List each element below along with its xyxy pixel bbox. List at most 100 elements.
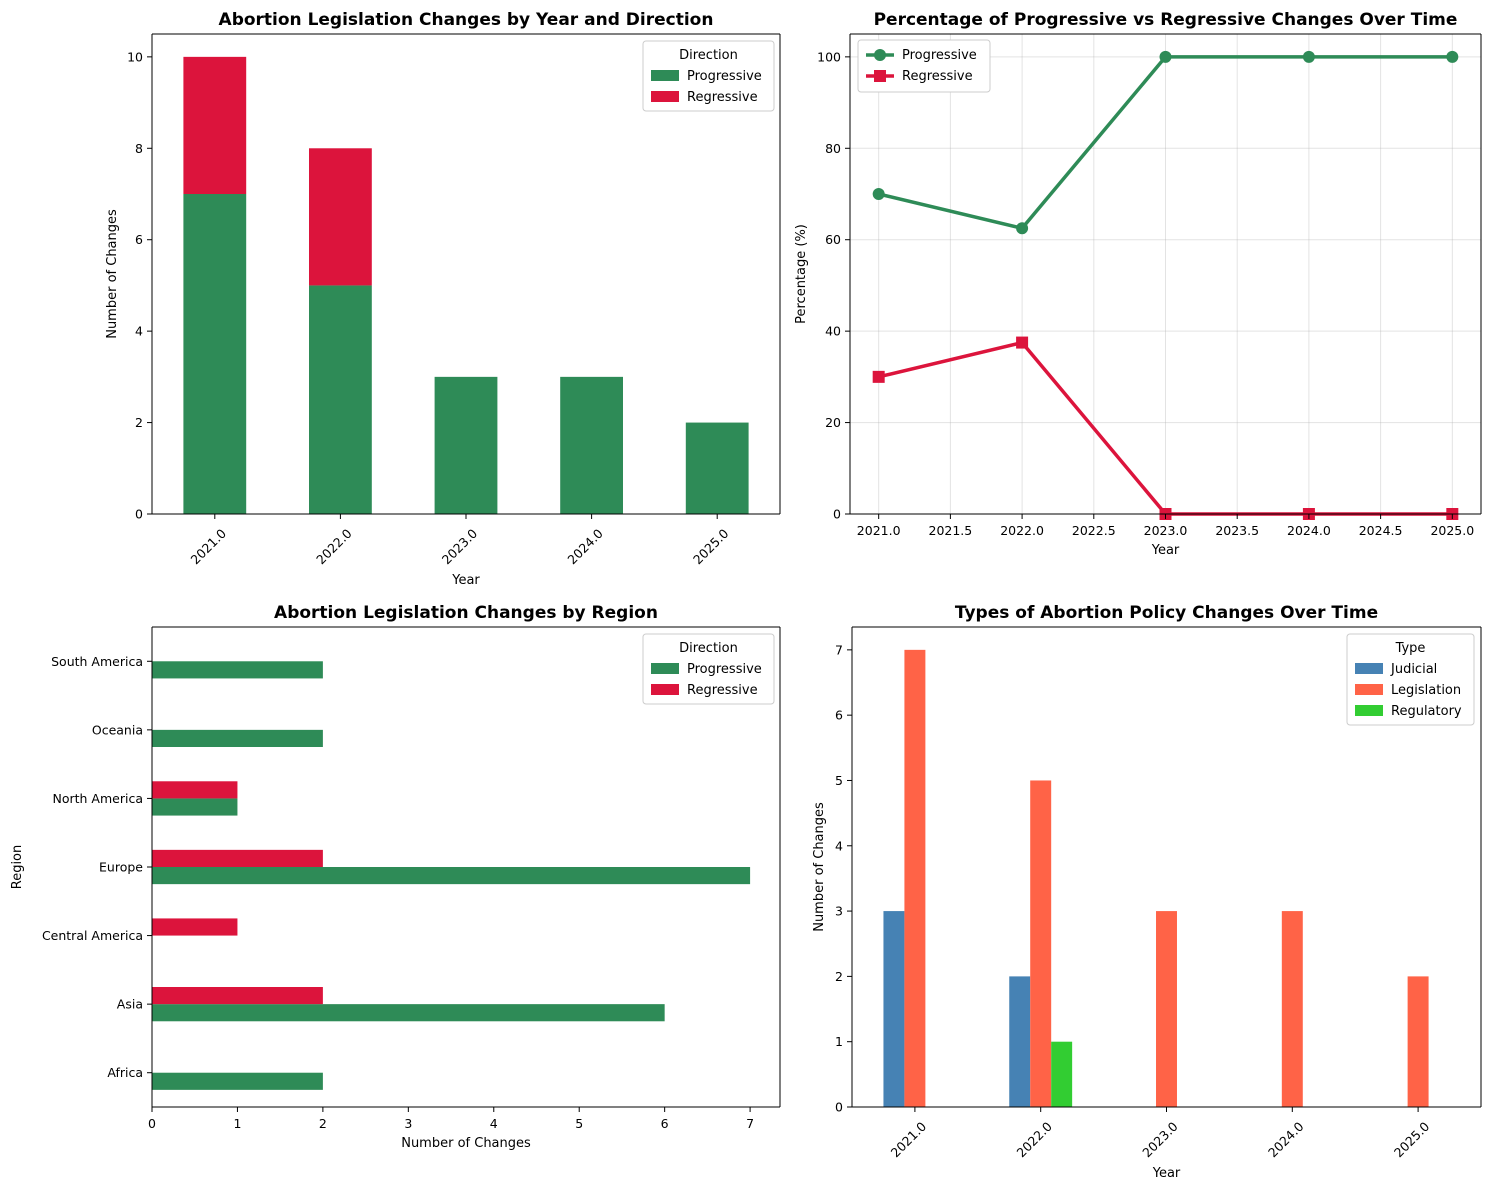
legend-title: Type bbox=[1395, 641, 1426, 656]
x-tick-label: 2021.0 bbox=[888, 1119, 930, 1161]
bar-legislation-2023.0 bbox=[1156, 911, 1177, 1107]
legend-label-progressive: Progressive bbox=[902, 48, 977, 63]
bar-judicial-2021.0 bbox=[883, 911, 905, 1107]
x-tick-label: 2025.0 bbox=[1430, 523, 1474, 538]
y-tick-label: North America bbox=[53, 791, 144, 806]
y-tick-label: 1 bbox=[835, 1034, 843, 1049]
y-tick-label: 40 bbox=[825, 324, 841, 339]
y-axis-label: Number of Changes bbox=[812, 802, 827, 932]
chart-year-direction: 0 2 4 6 8 10 2021.0 2022.0 2023.0 2024.0 2025.0 Abo… bbox=[105, 10, 781, 588]
chart-title: Abortion Legislation Changes by Year and… bbox=[219, 10, 714, 30]
x-tick-label: 2021.0 bbox=[188, 526, 230, 568]
point-regressive-2022 bbox=[1016, 336, 1029, 349]
x-tick-label: 2022.0 bbox=[1013, 1119, 1055, 1161]
y-tick-label: 60 bbox=[825, 232, 841, 247]
legend-swatch-regulatory bbox=[1355, 705, 1383, 716]
x-axis-label: Year bbox=[1152, 1166, 1181, 1181]
y-tick-label: Oceania bbox=[92, 722, 143, 737]
y-tick-label: 2 bbox=[835, 969, 843, 984]
chart-title: Percentage of Progressive vs Regressive … bbox=[874, 10, 1458, 30]
x-tick-label: 7 bbox=[746, 1116, 754, 1131]
bar-progressive-africa bbox=[152, 1072, 323, 1090]
x-tick-label: 2021.5 bbox=[929, 523, 973, 538]
legend-title: Direction bbox=[679, 641, 738, 656]
chart-title: Types of Abortion Policy Changes Over Ti… bbox=[955, 603, 1378, 623]
bar-regressive-2022.0 bbox=[309, 148, 372, 286]
bar-progressive-oceania bbox=[152, 729, 323, 747]
legend-label-regulatory: Regulatory bbox=[1391, 704, 1462, 719]
point-progressive-2024 bbox=[1302, 50, 1315, 63]
point-progressive-2021 bbox=[872, 188, 885, 200]
x-tick-label: 5 bbox=[575, 1116, 583, 1131]
legend-label-judicial: Judicial bbox=[1390, 662, 1437, 677]
legend-swatch-regressive bbox=[651, 91, 679, 102]
x-tick-label: 0 bbox=[148, 1116, 156, 1131]
x-tick-label: 2023.0 bbox=[439, 526, 481, 568]
x-tick-label: 2024.0 bbox=[1287, 523, 1331, 538]
x-tick-label: 3 bbox=[404, 1116, 412, 1131]
bar-regressive-2021.0 bbox=[183, 56, 247, 194]
bar-progressive-2022.0 bbox=[309, 285, 372, 514]
bar-progressive-2024.0 bbox=[560, 376, 623, 514]
legend-label-progressive: Progressive bbox=[687, 69, 762, 84]
legend-box bbox=[1346, 633, 1475, 726]
x-tick-label: 2022.5 bbox=[1072, 523, 1116, 538]
x-tick-label: 2023.0 bbox=[1144, 523, 1188, 538]
y-tick-label: 4 bbox=[835, 838, 843, 853]
x-tick-label: 2024.5 bbox=[1359, 523, 1403, 538]
legend-swatch-regressive bbox=[651, 684, 679, 695]
y-tick-label: Central America bbox=[42, 928, 143, 943]
legend-swatch-judicial bbox=[1355, 663, 1383, 674]
x-tick-label: 2025.0 bbox=[690, 526, 732, 568]
y-tick-label: 5 bbox=[835, 773, 843, 788]
bar-progressive-2025.0 bbox=[685, 422, 749, 514]
y-tick-label: 8 bbox=[135, 141, 143, 156]
bar-regressive-central-america bbox=[152, 918, 238, 936]
x-tick-label: 2022.0 bbox=[1000, 523, 1044, 538]
legend-label-regressive: Regressive bbox=[687, 683, 758, 698]
y-tick-label: 7 bbox=[835, 642, 843, 657]
x-tick-label: 2021.0 bbox=[857, 523, 901, 538]
y-axis-label: Number of Changes bbox=[105, 209, 120, 339]
legend-box bbox=[857, 39, 991, 93]
y-tick-label: 6 bbox=[135, 232, 143, 247]
bar-progressive-asia bbox=[152, 1004, 665, 1022]
x-tick-label: 2023.5 bbox=[1215, 523, 1259, 538]
legend-marker-regressive bbox=[874, 70, 886, 82]
x-axis-label: Number of Changes bbox=[401, 1136, 531, 1151]
legend-label-regressive: Regressive bbox=[902, 69, 973, 84]
y-axis-label: Percentage (%) bbox=[794, 224, 809, 324]
bar-progressive-2023.0 bbox=[434, 376, 498, 514]
x-tick-label: 2025.0 bbox=[1391, 1119, 1433, 1161]
legend-swatch-progressive bbox=[651, 663, 679, 674]
chart-by-region: Africa Asia Central America Europe North Ame… bbox=[10, 603, 781, 1151]
x-tick-label: 2024.0 bbox=[564, 526, 606, 568]
legend-label-progressive: Progressive bbox=[687, 662, 762, 677]
bar-regressive-europe bbox=[152, 849, 323, 867]
bar-legislation-2024.0 bbox=[1281, 911, 1303, 1107]
point-progressive-2022 bbox=[1016, 222, 1029, 235]
y-tick-label: 4 bbox=[135, 324, 143, 339]
bar-legislation-2025.0 bbox=[1407, 976, 1429, 1107]
legend-swatch-progressive bbox=[651, 70, 679, 81]
y-tick-label: 80 bbox=[825, 141, 841, 156]
y-tick-label: 0 bbox=[833, 507, 841, 522]
y-tick-label: 2 bbox=[135, 415, 143, 430]
bar-progressive-europe bbox=[152, 867, 751, 885]
y-tick-label: Asia bbox=[117, 997, 143, 1012]
point-progressive-2023 bbox=[1159, 50, 1172, 63]
chart-policy-types: 0 1 2 3 4 5 6 7 2021.0 2022.0 2023.0 2024.0 2025.0 Ty… bbox=[812, 603, 1482, 1181]
x-tick-label: 2023.0 bbox=[1139, 1119, 1181, 1161]
y-tick-label: Europe bbox=[99, 860, 143, 875]
bar-regulatory-2022.0 bbox=[1051, 1041, 1073, 1107]
y-axis-label: Region bbox=[10, 845, 25, 890]
point-progressive-2025 bbox=[1446, 50, 1459, 63]
bar-legislation-2021.0 bbox=[904, 649, 926, 1107]
legend-swatch-legislation bbox=[1355, 684, 1383, 695]
legend-title: Direction bbox=[679, 48, 738, 63]
y-tick-label: Africa bbox=[107, 1065, 143, 1080]
bar-progressive-north-america bbox=[152, 798, 238, 816]
chart-title: Abortion Legislation Changes by Region bbox=[274, 603, 658, 623]
y-tick-label: 10 bbox=[127, 49, 143, 64]
